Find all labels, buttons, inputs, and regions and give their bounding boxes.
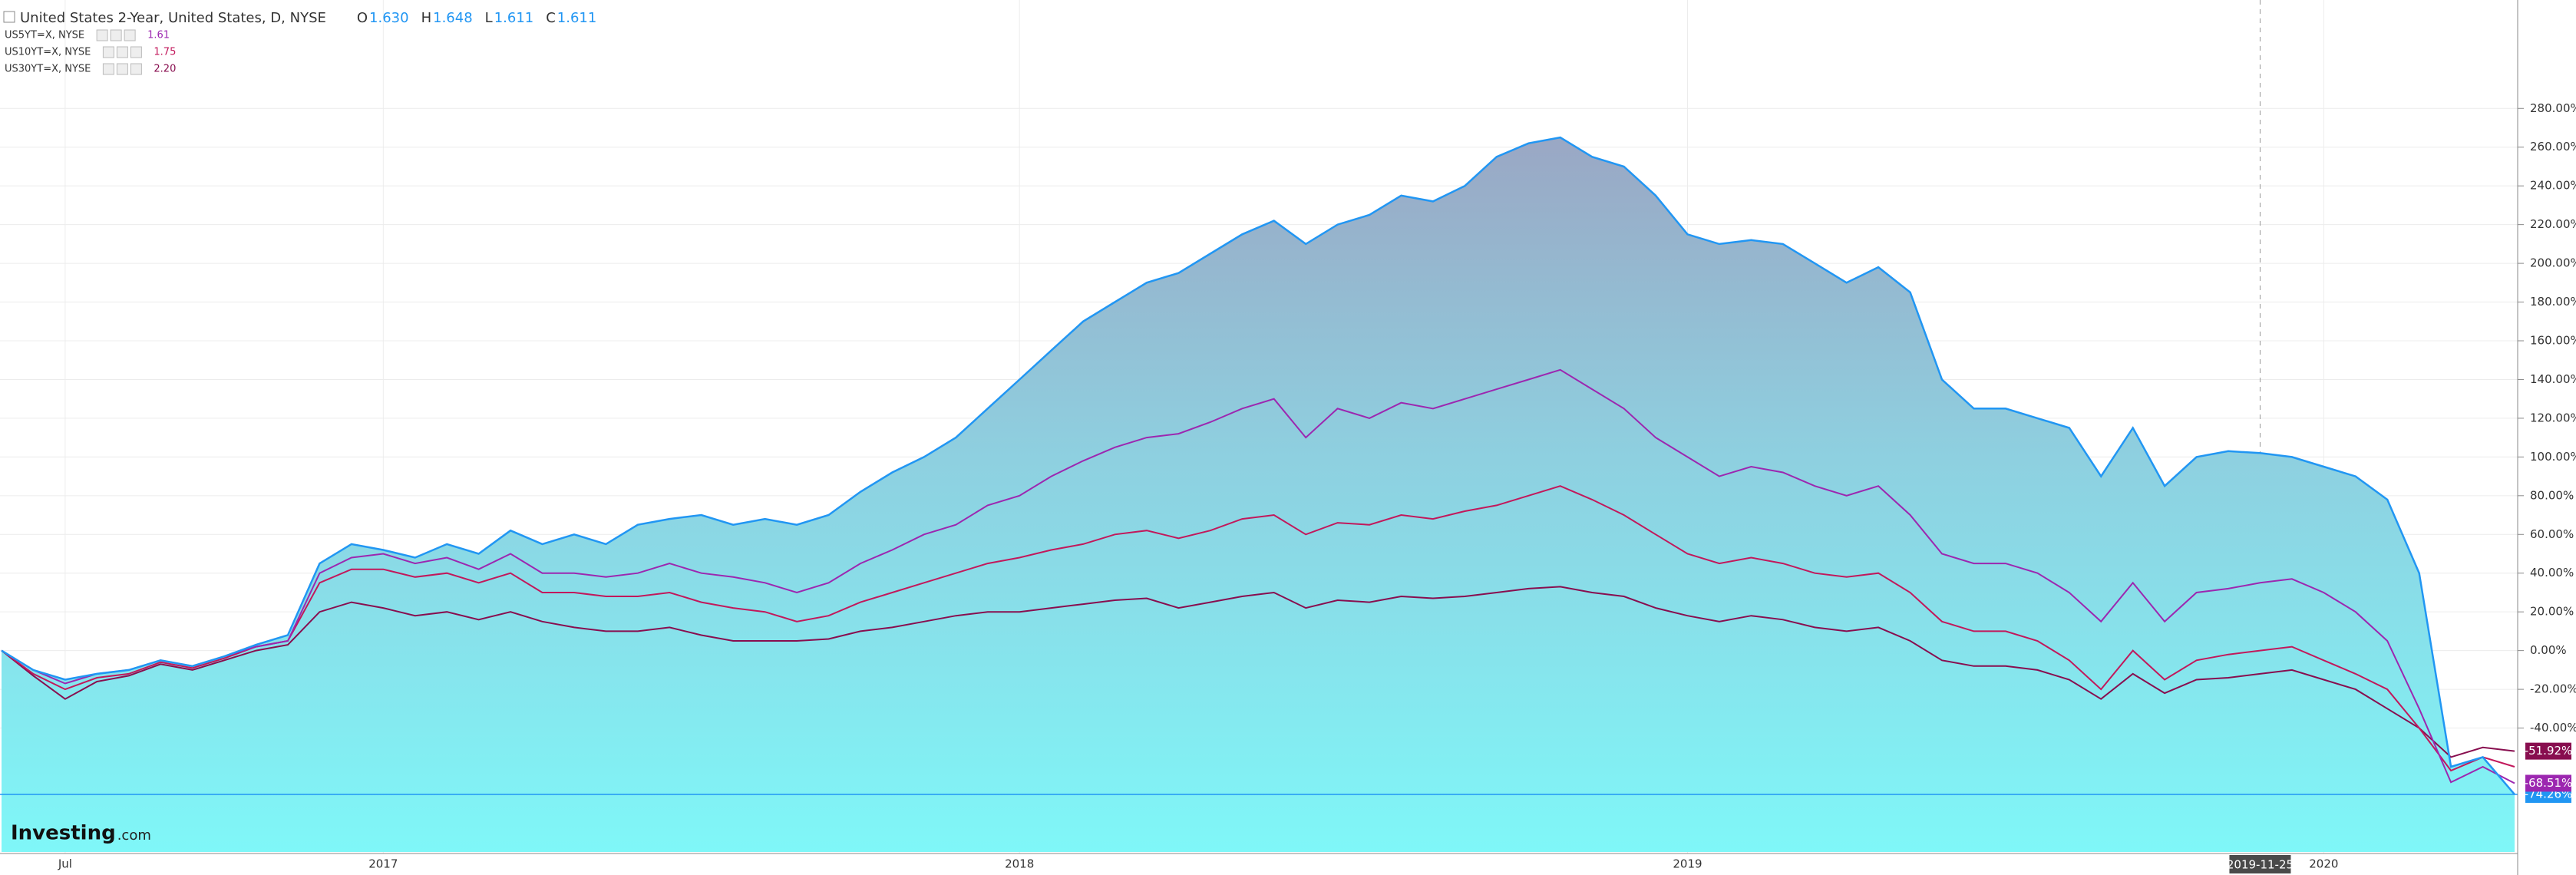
y-tick-label: 100.00% <box>2530 450 2576 464</box>
y-tick-label: 240.00% <box>2530 179 2576 193</box>
x-tick-label: 2019 <box>1673 857 1702 871</box>
y-tick-label: 0.00% <box>2530 643 2567 657</box>
y-tick-label: 60.00% <box>2530 527 2574 541</box>
legend-name: US30YT=X, NYSE <box>5 64 91 75</box>
end-badge <box>2525 774 2571 792</box>
end-badge <box>2525 742 2571 760</box>
series-line <box>1 136 2515 795</box>
y-tick-label: 200.00% <box>2530 256 2576 270</box>
ohlc-value: 1.611 <box>557 10 597 26</box>
x-tick-label: 2017 <box>368 857 398 871</box>
legend-icon <box>130 46 142 58</box>
x-tick-label: Jul <box>58 857 72 871</box>
y-tick-label: 160.00% <box>2530 334 2576 348</box>
crosshair-label-box <box>2229 855 2291 873</box>
legend-icon <box>124 29 136 41</box>
legend-icon <box>116 46 128 58</box>
y-tick-label: 220.00% <box>2530 217 2576 231</box>
collapse-icon[interactable] <box>3 11 15 23</box>
legend-value: 1.75 <box>154 47 176 58</box>
crosshair-label: 2019-11-25 <box>2227 858 2294 872</box>
y-tick-label: 80.00% <box>2530 488 2574 502</box>
legend-icon <box>102 63 114 75</box>
legend-icon <box>116 63 128 75</box>
series-line <box>1 368 2515 784</box>
legend-icon <box>130 63 142 75</box>
legend-icon <box>110 29 122 41</box>
y-tick-label: 180.00% <box>2530 295 2576 309</box>
series-line <box>1 586 2515 758</box>
y-tick-label: 260.00% <box>2530 140 2576 154</box>
x-tick-label: 2020 <box>2309 857 2338 871</box>
y-tick-label: 40.00% <box>2530 566 2574 579</box>
y-tick-label: 140.00% <box>2530 372 2576 386</box>
y-tick-label: -20.00% <box>2530 682 2576 696</box>
legend-value: 2.20 <box>154 64 176 75</box>
ohlc-value: 1.611 <box>494 10 534 26</box>
series-line <box>1 485 2515 772</box>
ohlc-letter: O <box>357 10 368 26</box>
ohlc-letter: L <box>485 10 493 26</box>
y-tick-label: -40.00% <box>2530 721 2576 735</box>
y-tick-label: 120.00% <box>2530 411 2576 424</box>
ohlc-value: 1.648 <box>433 10 473 26</box>
ohlc-letter: H <box>421 10 432 26</box>
y-tick-label: 20.00% <box>2530 605 2574 619</box>
area <box>2 137 2515 853</box>
legend-name: US10YT=X, NYSE <box>5 47 91 58</box>
plot <box>0 136 2518 853</box>
ohlc-value: 1.630 <box>369 10 409 26</box>
legend-value: 1.61 <box>147 30 170 41</box>
end-badge-label: -68.51% <box>2525 776 2573 790</box>
legend-title: United States 2-Year, United States, D, … <box>20 10 326 26</box>
legend: United States 2-Year, United States, D, … <box>3 10 597 75</box>
watermark-brand: Investing <box>11 822 116 845</box>
watermark-suffix: .com <box>117 827 151 844</box>
legend-icon <box>96 29 108 41</box>
ohlc-letter: C <box>546 10 556 26</box>
y-tick-label: 280.00% <box>2530 101 2576 115</box>
watermark: Investing .com <box>11 822 151 845</box>
legend-icon <box>102 46 114 58</box>
x-tick-label: 2018 <box>1005 857 1034 871</box>
end-badge-label: -51.92% <box>2525 744 2573 758</box>
legend-name: US5YT=X, NYSE <box>5 30 84 41</box>
